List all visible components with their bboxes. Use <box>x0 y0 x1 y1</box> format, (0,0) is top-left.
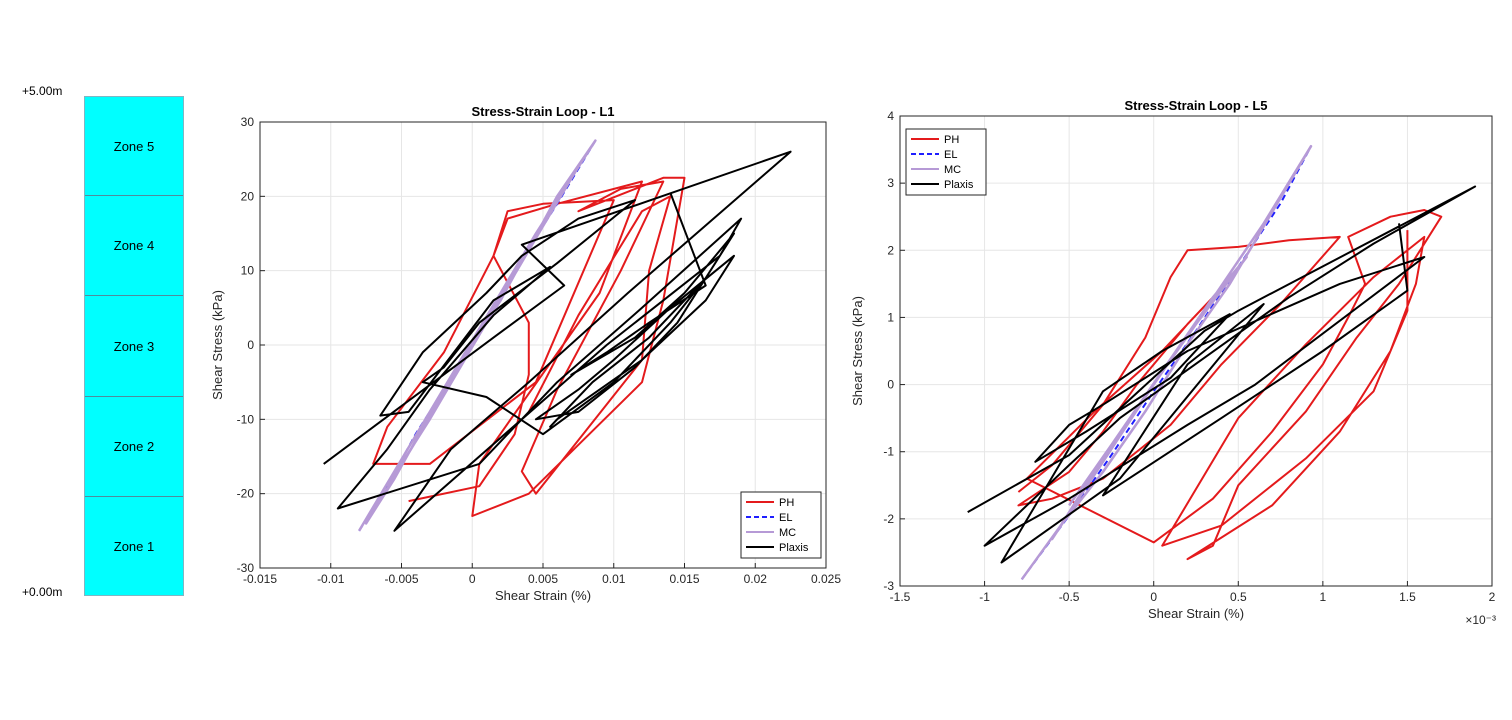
y-tick-label: 30 <box>241 115 255 129</box>
legend-label-plaxis: Plaxis <box>944 179 974 191</box>
legend-l5: PH EL MC Plaxis <box>905 128 987 196</box>
zone-label: Zone 1 <box>113 538 155 554</box>
legend-label-ph: PH <box>944 134 959 146</box>
y-tick-label: -2 <box>883 512 894 526</box>
legend-label-mc: MC <box>944 164 961 176</box>
x-tick-label: 1 <box>1320 590 1327 604</box>
y-tick-label: 0 <box>887 378 894 392</box>
x-axis-label-l5: Shear Strain (%) <box>1148 606 1244 621</box>
x-tick-label: -0.01 <box>317 572 345 586</box>
axes-box <box>899 115 1493 587</box>
zone-label: Zone 2 <box>113 439 155 454</box>
x-tick-label: 0 <box>469 572 476 586</box>
series-line-ph <box>1017 209 1443 561</box>
y-tick-label: 2 <box>887 243 894 257</box>
x-tick-label: -1 <box>979 590 990 604</box>
zone-4: Zone 4 <box>85 196 183 296</box>
y-tick-label: 1 <box>887 310 894 324</box>
x-tick-label: 0.02 <box>744 572 768 586</box>
zone-1: Zone 1 <box>85 497 183 595</box>
top-elevation-label: +5.00m <box>22 84 63 98</box>
y-tick-label: 4 <box>887 109 894 123</box>
stress-strain-chart-l5: -1.5 -1 -0.5 0 0.5 1 1.5 2 -3 -2 -1 0 1 2 3 4 Stress-Str… <box>850 98 1496 627</box>
y-tick-label: 3 <box>887 176 894 190</box>
legend-label-plaxis: Plaxis <box>779 542 809 554</box>
chart-title-l1: Stress-Strain Loop - L1 <box>471 104 614 119</box>
y-tick-label: 10 <box>241 264 255 278</box>
x-tick-label: 1.5 <box>1399 590 1416 604</box>
x-tick-label: 0.015 <box>669 572 699 586</box>
zone-label: Zone 4 <box>113 238 155 253</box>
x-tick-label: 0 <box>1150 590 1157 604</box>
legend-label-ph: PH <box>779 497 794 509</box>
legend-label-el: EL <box>944 149 957 161</box>
x-tick-label: -0.5 <box>1059 590 1080 604</box>
zone-label: Zone 5 <box>113 138 155 154</box>
y-tick-label: -10 <box>237 412 255 426</box>
soil-zone-column: Zone 5 Zone 4 Zone 3 Zone 2 Zone 1 <box>84 96 184 596</box>
y-tick-label: -30 <box>237 561 255 575</box>
series-line-mc <box>1020 144 1313 581</box>
x-tick-label: -0.005 <box>384 572 418 586</box>
zone-3: Zone 3 <box>85 296 183 397</box>
series-group <box>323 139 792 532</box>
y-tick-label: -20 <box>237 487 255 501</box>
y-axis-label-l5: Shear Stress (kPa) <box>850 296 865 406</box>
x-tick-label: 0.005 <box>528 572 558 586</box>
series-group <box>967 144 1477 581</box>
x-tick-label: -0.015 <box>243 572 277 586</box>
zone-label: Zone 3 <box>113 338 155 354</box>
legend-label-el: EL <box>779 512 792 524</box>
y-axis-label-l1: Shear Stress (kPa) <box>210 290 225 400</box>
x-tick-label: 0.5 <box>1230 590 1247 604</box>
x-axis-label-l1: Shear Strain (%) <box>495 588 591 603</box>
zone-2: Zone 2 <box>85 397 183 497</box>
y-tick-label: 0 <box>247 338 254 352</box>
x-exponent-label: ×10⁻³ <box>1465 613 1496 627</box>
x-tick-label: -1.5 <box>890 590 911 604</box>
x-tick-label: 0.025 <box>811 572 841 586</box>
x-tick-label: 0.01 <box>602 572 626 586</box>
legend-l1: PH EL MC Plaxis <box>740 491 822 559</box>
series-line-plaxis <box>967 185 1477 564</box>
y-tick-label: -1 <box>883 445 894 459</box>
y-tick-label: 20 <box>241 189 255 203</box>
chart-title-l5: Stress-Strain Loop - L5 <box>1124 98 1267 113</box>
zone-5: Zone 5 <box>85 97 183 196</box>
legend-label-mc: MC <box>779 527 796 539</box>
x-tick-label: 2 <box>1489 590 1496 604</box>
bottom-elevation-label: +0.00m <box>22 585 63 599</box>
stress-strain-chart-l1: -0.015 -0.01 -0.005 0 0.005 0.01 0.015 0.02 0.02… <box>210 104 841 603</box>
y-tick-label: -3 <box>883 579 894 593</box>
series-line-plaxis <box>323 150 792 532</box>
